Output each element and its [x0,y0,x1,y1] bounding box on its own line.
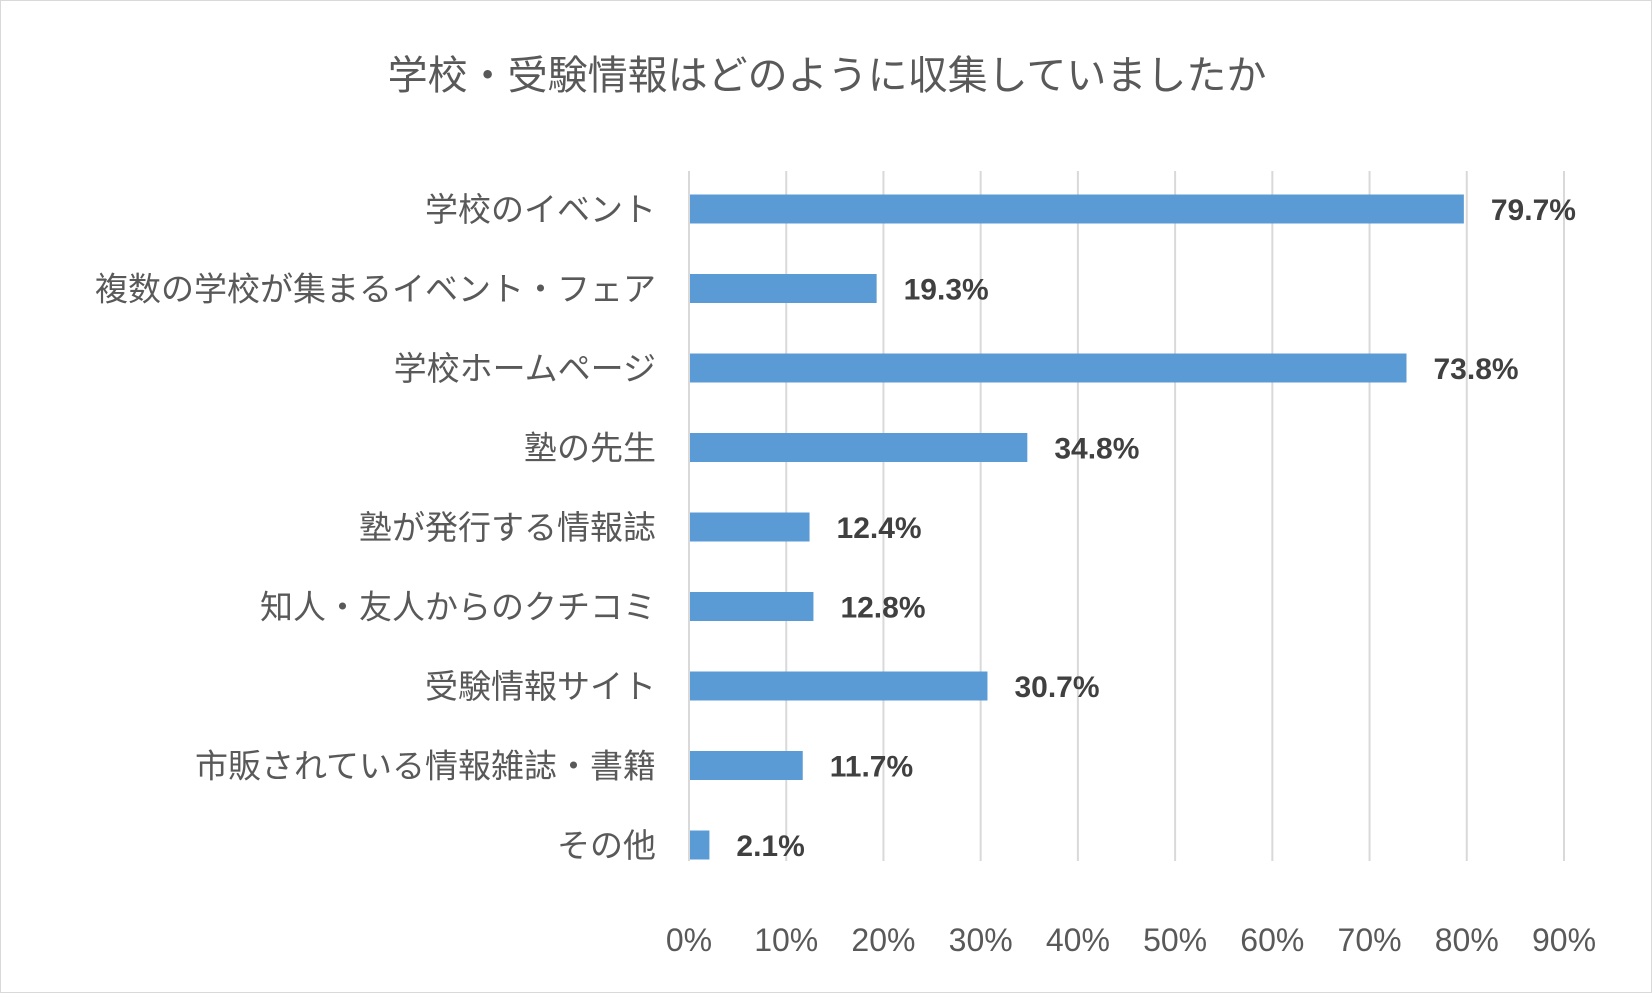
bar [690,751,803,780]
x-tick-label: 90% [1532,922,1596,958]
category-label: 学校のイベント [425,190,656,229]
data-label: 79.7% [1491,194,1576,227]
bar [690,274,877,303]
x-tick-label: 50% [1143,922,1207,958]
x-tick-label: 70% [1338,922,1402,958]
bar [690,671,988,701]
data-labels: 79.7% 19.3% 73.8% 34.8% 12.4% 12.8% 30.7% 11.7%… [736,194,1576,863]
data-label: 19.3% [904,274,989,307]
category-label: その他 [557,826,656,865]
bar [690,592,814,621]
data-label: 12.4% [837,512,922,545]
bar [690,353,1407,383]
x-tick-label: 40% [1046,922,1110,958]
category-label: 複数の学校が集まるイベント・フェア [95,270,656,309]
bar [690,194,1464,224]
data-label: 11.7% [830,751,913,784]
category-label: 学校ホームページ [394,349,656,388]
x-tick-label: 10% [754,922,818,958]
data-label: 73.8% [1434,353,1519,386]
category-labels: 学校のイベント複数の学校が集まるイベント・フェア学校ホームページ塾の先生塾が発行… [95,190,656,865]
category-label: 塾が発行する情報誌 [359,508,656,547]
data-label: 2.1% [736,830,804,863]
x-tick-label: 0% [666,922,712,958]
chart-title: 学校・受験情報はどのように収集していましたか [388,53,1267,99]
bars [690,194,1464,860]
data-label: 12.8% [840,592,925,625]
x-tick-label: 30% [949,922,1013,958]
category-label: 知人・友人からのクチコミ [260,588,656,627]
bar [690,830,710,860]
bar [690,512,810,542]
category-label: 市販されている情報雑誌・書籍 [195,747,656,786]
data-label: 34.8% [1054,433,1139,466]
x-axis-ticks: 0% 10% 20% 30% 40% 50% 60% 70% 80% 90% [666,922,1596,958]
bar [690,433,1028,462]
data-label: 30.7% [1014,671,1099,704]
category-label: 塾の先生 [524,429,656,468]
x-tick-label: 20% [851,922,915,958]
category-label: 受験情報サイト [425,667,656,706]
x-tick-label: 60% [1240,922,1304,958]
x-tick-label: 80% [1435,922,1499,958]
